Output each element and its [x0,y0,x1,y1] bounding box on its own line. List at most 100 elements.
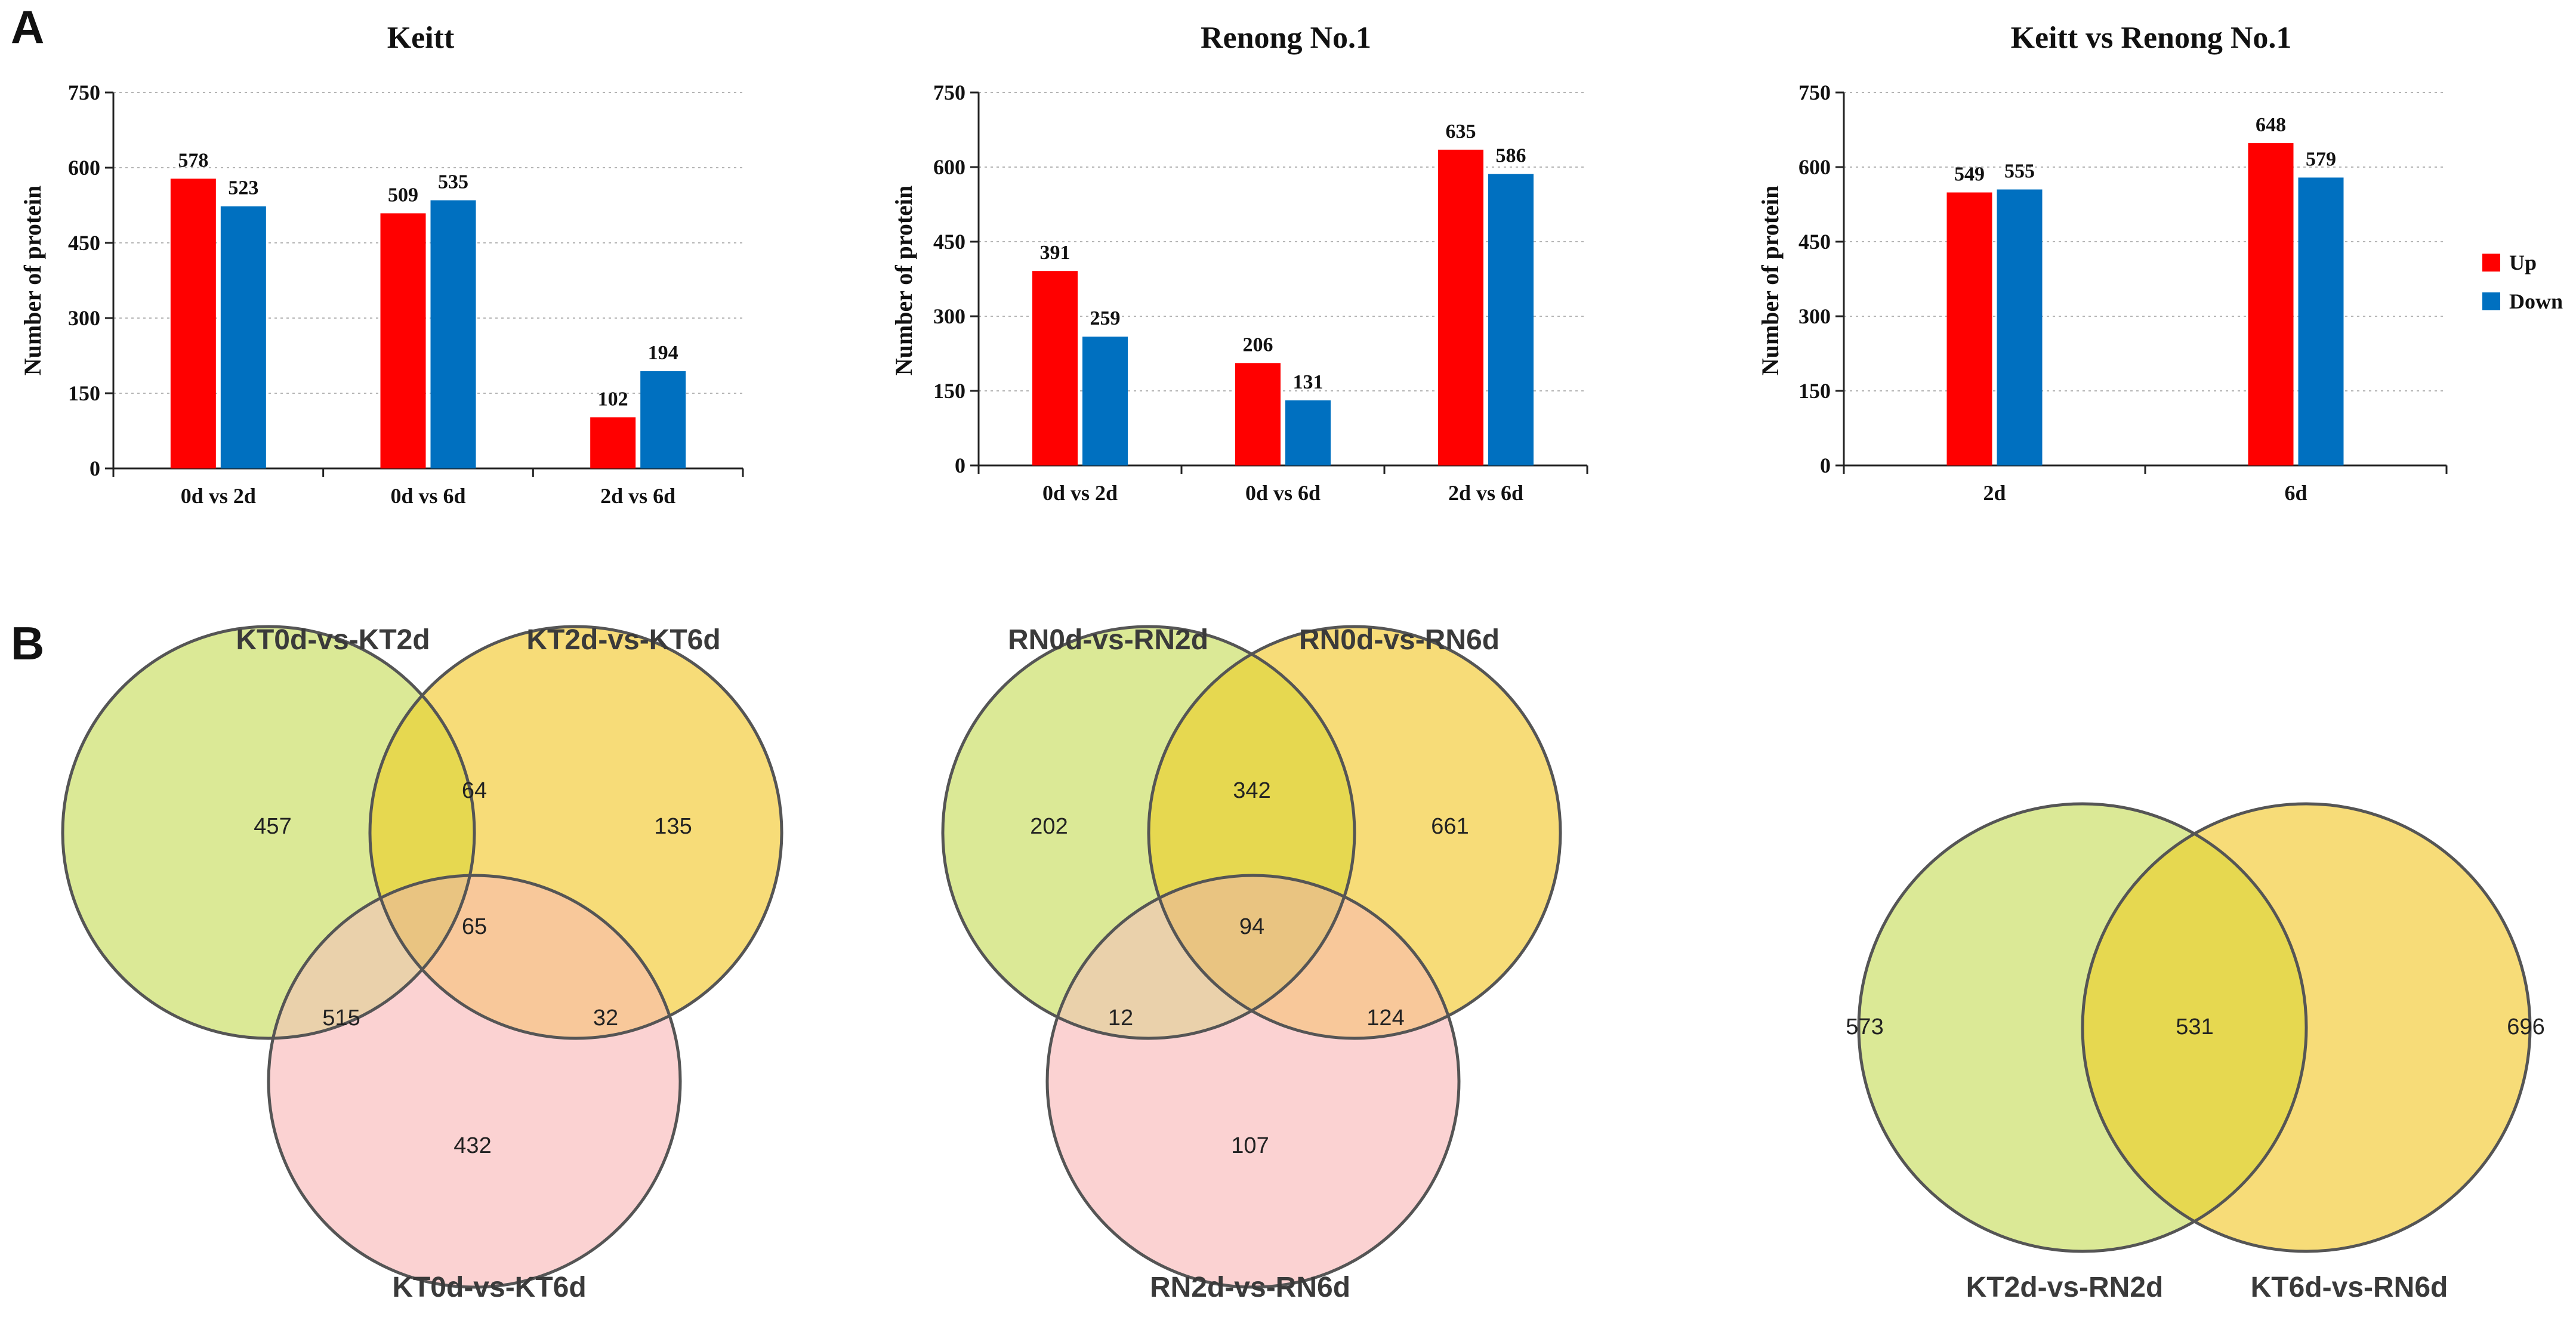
chart-title: Renong No.1 [1201,21,1371,55]
y-tick-label: 750 [933,81,965,104]
bar-up [170,178,216,468]
bar-down [220,206,266,468]
y-tick-label: 0 [90,457,100,480]
bar-down [1488,174,1534,465]
venn-count-abc: 94 [1239,914,1264,939]
venn-count-ab: 342 [1233,778,1270,803]
venn-count-ac: 12 [1108,1006,1133,1031]
venn-outline-a [941,625,1356,1040]
y-tick-label: 450 [933,230,965,254]
venn-outline-a [61,625,476,1040]
bar-down [640,371,686,468]
data-label: 648 [2256,114,2286,136]
y-axis-label: Number of protein [1757,186,1784,376]
venn-set-label-c: KT0d-vs-KT6d [392,1272,586,1303]
bar-down [2298,177,2344,465]
legend-label-down: Down [2509,289,2563,313]
y-tick-label: 300 [1798,304,1831,328]
y-tick-label: 750 [1798,81,1831,104]
legend-label-up: Up [2509,251,2537,274]
x-tick-label: 0d vs 6d [390,484,465,508]
venn-set-label-a: KT2d-vs-RN2d [1966,1272,2164,1303]
panel-label-a: A [11,1,44,53]
bar-up [590,417,636,468]
venn-set-label-a: RN0d-vs-RN2d [1008,624,1208,656]
legend-swatch-up [2482,254,2500,272]
venn-count-bc: 32 [593,1006,618,1031]
venn-outline-c [1045,874,1461,1289]
data-label: 549 [1954,164,1985,186]
data-label: 555 [2004,161,2035,183]
bar-up [2248,143,2294,465]
x-tick-label: 2d vs 6d [600,484,675,508]
x-tick-label: 2d vs 6d [1448,481,1523,505]
bar-down [1285,400,1331,465]
y-tick-label: 150 [68,381,100,405]
venn-count-c-only: 107 [1231,1133,1269,1158]
data-label: 259 [1090,307,1121,329]
venn-outline-b [2081,802,2532,1253]
chart-title: Keitt [387,21,455,55]
y-tick-label: 0 [1820,454,1831,477]
venn-outline-b [368,625,783,1040]
venn-count-bc: 124 [1366,1006,1404,1031]
venn-count-abc: 65 [462,914,487,939]
y-tick-label: 600 [1798,155,1831,179]
x-tick-label: 0d vs 2d [1042,481,1118,505]
venn-kt-three-way: KT0d-vs-KT2d KT2d-vs-KT6d KT0d-vs-KT6d 4… [61,624,783,1303]
y-axis-label: Number of protein [890,186,917,376]
venn-set-label-a: KT0d-vs-KT2d [236,624,430,656]
venn-count-b-only: 696 [2507,1014,2544,1040]
venn-set-label-b: KT6d-vs-RN6d [2251,1272,2448,1303]
y-tick-label: 450 [1798,230,1831,254]
y-tick-label: 300 [68,306,100,330]
bar-up [1235,363,1281,465]
venn-count-a-only: 457 [254,814,291,839]
y-tick-label: 300 [933,304,965,328]
data-label: 535 [438,171,468,193]
venn-region-ab [2083,804,2306,1251]
venn-count-a-only: 573 [1846,1014,1883,1040]
bar-chart-renong: Renong No.1 Number of protein 0 150 300 450… [890,21,1588,505]
venn-rn-three-way: RN0d-vs-RN2d RN0d-vs-RN6d RN2d-vs-RN6d 2… [941,624,1562,1303]
panel-label-b: B [11,617,44,670]
data-label: 579 [2306,149,2336,171]
data-label: 523 [228,177,258,199]
x-tick-label: 0d vs 2d [181,484,256,508]
venn-outline-c [267,874,682,1289]
bar-up [1032,271,1078,465]
bar-chart-keitt: Keitt Number of protein 0 150 300 450 600 750… [19,21,744,508]
x-tick-label: 0d vs 6d [1245,481,1321,505]
bar-up [1438,149,1483,466]
venn-outline-b [1147,625,1562,1040]
venn-count-a-only: 202 [1030,814,1068,839]
bar-up [380,213,426,468]
venn-count-ab: 64 [462,778,487,803]
venn-outline-a [1857,802,2308,1253]
bar-chart-keitt-vs-renong: Keitt vs Renong No.1 Number of protein 0… [1757,21,2448,505]
y-tick-label: 0 [955,454,965,477]
y-tick-label: 150 [933,379,965,403]
data-label: 102 [598,388,628,410]
chart-title: Keitt vs Renong No.1 [2011,21,2292,55]
x-tick-label: 6d [2284,481,2307,505]
bar-down [430,200,476,468]
data-label: 578 [178,149,208,171]
y-tick-label: 150 [1798,379,1831,403]
venn-count-b-only: 661 [1431,814,1469,839]
venn-region-ac [269,875,474,1038]
legend-swatch-down [2482,292,2500,310]
y-tick-label: 600 [933,155,965,179]
bar-down [1082,337,1128,465]
y-tick-label: 450 [68,231,100,255]
y-tick-label: 750 [68,81,100,104]
venn-set-label-b: KT2d-vs-KT6d [526,624,720,656]
venn-cultivar-two-way: KT2d-vs-RN2d KT6d-vs-RN6d 573 531 696 [1846,802,2545,1303]
venn-count-ab: 531 [2176,1014,2213,1040]
data-label: 131 [1293,371,1324,393]
data-label: 206 [1243,334,1273,356]
data-label: 509 [388,184,418,206]
legend: Up Down [2482,251,2563,313]
bar-down [1997,189,2043,465]
